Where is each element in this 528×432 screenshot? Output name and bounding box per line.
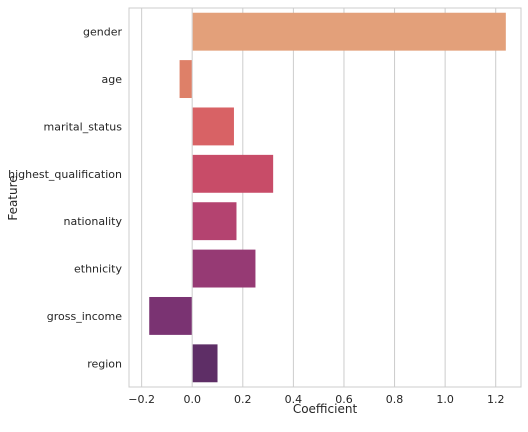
y-axis-title: Feature bbox=[6, 175, 20, 220]
y-tick-labels: gender age marital_status highest_qualifica… bbox=[8, 26, 122, 371]
bar-marital-status bbox=[192, 107, 234, 146]
x-tick-label: 1.2 bbox=[487, 393, 505, 406]
x-tick-label: 0.4 bbox=[285, 393, 303, 406]
y-tick-label: highest_qualification bbox=[8, 168, 122, 181]
bar-highest-qualification bbox=[192, 154, 274, 193]
bar-age bbox=[179, 60, 193, 99]
bars bbox=[149, 12, 506, 383]
y-tick-label: age bbox=[102, 73, 123, 86]
y-tick-label: marital_status bbox=[44, 120, 123, 133]
bar-gender bbox=[192, 12, 506, 51]
x-tick-label: 0.0 bbox=[183, 393, 201, 406]
x-tick-label: 1.0 bbox=[436, 393, 454, 406]
grid-lines bbox=[141, 8, 497, 387]
bar-nationality bbox=[192, 202, 237, 241]
plot-frame bbox=[128, 7, 522, 388]
y-tick-label: region bbox=[87, 357, 122, 370]
y-tick-label: gross_income bbox=[47, 310, 122, 323]
y-tick-label: gender bbox=[83, 26, 122, 39]
y-tick-label: ethnicity bbox=[74, 263, 122, 276]
x-tick-label: 0.8 bbox=[386, 393, 404, 406]
bar-region bbox=[192, 344, 218, 383]
x-tick-label: 0.6 bbox=[335, 393, 353, 406]
x-tick-label: 0.2 bbox=[234, 393, 252, 406]
x-tick-labels: −0.2 0.0 0.2 0.4 0.6 0.8 1.0 1.2 bbox=[128, 393, 504, 406]
y-tick-label: nationality bbox=[64, 215, 123, 228]
x-tick-label: −0.2 bbox=[128, 393, 155, 406]
bar-ethnicity bbox=[192, 249, 256, 288]
plot-border bbox=[128, 7, 522, 388]
x-axis-title: Coefficient bbox=[293, 402, 358, 416]
bar-gross-income bbox=[149, 296, 193, 335]
